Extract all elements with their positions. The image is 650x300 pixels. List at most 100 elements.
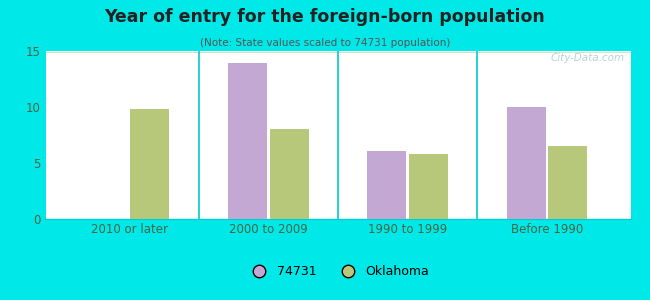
Bar: [46, 51, 630, 52]
Bar: [46, 51, 630, 52]
Bar: [46, 52, 630, 53]
Bar: [46, 51, 630, 52]
Bar: [46, 51, 630, 52]
Bar: [46, 51, 630, 52]
Bar: [46, 51, 630, 52]
Bar: [46, 51, 630, 52]
Bar: [46, 51, 630, 52]
Text: Year of entry for the foreign-born population: Year of entry for the foreign-born popul…: [105, 8, 545, 26]
Bar: [46, 51, 630, 52]
Bar: [46, 51, 630, 52]
Bar: [46, 51, 630, 52]
Bar: [46, 51, 630, 52]
Bar: [46, 51, 630, 52]
Bar: [409, 154, 448, 219]
Bar: [46, 52, 630, 53]
Bar: [367, 151, 406, 219]
Bar: [46, 51, 630, 52]
Bar: [46, 51, 630, 52]
Bar: [46, 51, 630, 52]
Bar: [46, 51, 630, 52]
Bar: [46, 51, 630, 52]
Bar: [46, 51, 630, 52]
Bar: [46, 51, 630, 52]
Bar: [46, 51, 630, 52]
Bar: [46, 51, 630, 52]
Bar: [46, 51, 630, 52]
Bar: [46, 51, 630, 52]
Bar: [46, 51, 630, 52]
Bar: [549, 146, 588, 219]
Bar: [46, 51, 630, 52]
Bar: [46, 51, 630, 52]
Bar: [46, 52, 630, 53]
Bar: [46, 51, 630, 52]
Bar: [46, 51, 630, 52]
Bar: [46, 51, 630, 52]
Bar: [46, 51, 630, 52]
Bar: [46, 51, 630, 52]
Bar: [46, 51, 630, 52]
Bar: [46, 51, 630, 52]
Bar: [46, 51, 630, 52]
Bar: [46, 51, 630, 52]
Bar: [270, 129, 309, 219]
Bar: [46, 51, 630, 52]
Bar: [46, 51, 630, 52]
Bar: [46, 51, 630, 52]
Bar: [46, 51, 630, 52]
Bar: [46, 51, 630, 52]
Bar: [46, 51, 630, 52]
Bar: [46, 51, 630, 52]
Bar: [46, 51, 630, 52]
Bar: [46, 51, 630, 52]
Bar: [46, 51, 630, 52]
Bar: [46, 51, 630, 52]
Bar: [46, 51, 630, 52]
Bar: [46, 51, 630, 52]
Bar: [46, 51, 630, 52]
Bar: [46, 51, 630, 52]
Bar: [46, 52, 630, 53]
Bar: [46, 51, 630, 52]
Bar: [46, 51, 630, 52]
Bar: [46, 51, 630, 52]
Bar: [131, 109, 170, 219]
Bar: [46, 51, 630, 52]
Bar: [46, 51, 630, 52]
Bar: [46, 51, 630, 52]
Bar: [228, 63, 267, 219]
Bar: [46, 51, 630, 52]
Bar: [46, 51, 630, 52]
Bar: [46, 51, 630, 52]
Bar: [46, 51, 630, 52]
Bar: [46, 51, 630, 52]
Bar: [46, 51, 630, 52]
Bar: [46, 51, 630, 52]
Bar: [46, 51, 630, 52]
Bar: [46, 51, 630, 52]
Bar: [46, 51, 630, 52]
Bar: [46, 51, 630, 52]
Bar: [46, 51, 630, 52]
Bar: [46, 51, 630, 52]
Bar: [46, 51, 630, 52]
Bar: [46, 51, 630, 52]
Bar: [46, 51, 630, 52]
Bar: [46, 51, 630, 52]
Bar: [46, 51, 630, 52]
Bar: [46, 51, 630, 52]
Bar: [46, 52, 630, 53]
Bar: [46, 51, 630, 52]
Bar: [46, 51, 630, 52]
Bar: [46, 51, 630, 52]
Text: (Note: State values scaled to 74731 population): (Note: State values scaled to 74731 popu…: [200, 38, 450, 47]
Bar: [46, 51, 630, 52]
Bar: [46, 51, 630, 52]
Bar: [46, 51, 630, 52]
Bar: [46, 51, 630, 52]
Bar: [46, 51, 630, 52]
Bar: [46, 51, 630, 52]
Bar: [46, 51, 630, 52]
Bar: [46, 51, 630, 52]
